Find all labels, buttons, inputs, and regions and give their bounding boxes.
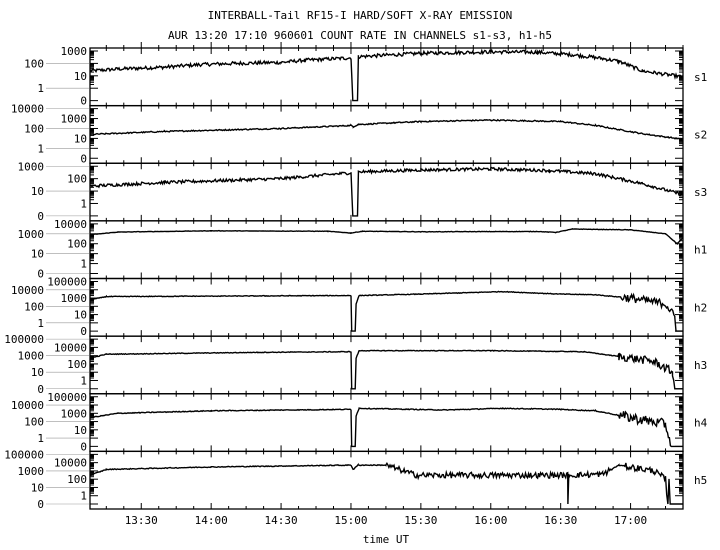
y-tick-label: 0 [80,95,87,108]
panel-frame [89,104,684,164]
y-tick-label: 0 [37,498,44,511]
y-tick-label: 100 [24,57,44,70]
y-tick-label: 1 [80,197,87,210]
panel-frame [89,450,684,510]
x-tick-label: 16:30 [544,514,577,527]
x-tick-label: 17:00 [614,514,647,527]
x-tick-label: 13:30 [125,514,158,527]
chart-subtitle: AUR 13:20 17:10 960601 COUNT RATE IN CHA… [168,29,552,42]
panels: 10001001010s11000010001001010s2100010010… [4,42,708,527]
panel-frame [89,277,684,337]
series-h1 [89,227,684,246]
y-tick-label: 1000 [61,292,88,305]
y-tick-label: 1 [80,258,87,271]
series-h3 [89,349,683,390]
y-tick-label: 0 [80,152,87,165]
y-tick-label: 100000 [4,333,44,346]
channel-label-h4: h4 [694,417,708,430]
y-tick-label: 100 [67,473,87,486]
channel-label-s2: s2 [694,128,707,141]
y-tick-label: 1000 [18,465,45,478]
y-tick-label: 10 [31,481,44,494]
y-tick-label: 100 [67,173,87,186]
y-tick-label: 0 [37,210,44,223]
y-tick-label: 1000 [18,160,45,173]
y-tick-label: 0 [37,268,44,281]
chart-title: INTERBALL-Tail RF15-I HARD/SOFT X-RAY EM… [208,9,513,22]
y-tick-label: 100 [67,358,87,371]
y-tick-label: 0 [80,440,87,453]
y-tick-label: 10000 [54,457,87,470]
y-tick-label: 10000 [11,103,44,116]
y-tick-label: 1000 [61,45,88,58]
panel-frame [89,393,684,453]
x-tick-label: 14:00 [195,514,228,527]
y-tick-label: 10 [74,132,87,145]
y-tick-label: 1 [80,490,87,503]
y-tick-label: 10 [31,248,44,261]
y-tick-label: 1 [37,317,44,330]
channel-label-s3: s3 [694,186,707,199]
channel-label-h3: h3 [694,359,707,372]
y-tick-label: 100000 [4,448,44,461]
x-tick-label: 15:00 [334,514,367,527]
channel-label-h2: h2 [694,301,707,314]
x-tick-label: 15:30 [404,514,437,527]
series-s2 [89,118,684,141]
series-s3 [89,166,684,217]
series-h5 [89,461,683,505]
y-tick-label: 100 [24,122,44,135]
y-tick-label: 1000 [18,350,45,363]
y-tick-label: 100 [67,238,87,251]
panel-frame [89,162,684,222]
y-tick-label: 10 [31,185,44,198]
y-tick-label: 1 [37,82,44,95]
y-tick-label: 1 [37,142,44,155]
y-tick-label: 1 [80,374,87,387]
x-tick-label: 14:30 [265,514,298,527]
y-tick-label: 1000 [61,407,88,420]
y-tick-label: 100 [24,300,44,313]
y-tick-label: 10000 [54,341,87,354]
y-tick-label: 100000 [47,391,87,404]
channel-label-s1: s1 [694,71,707,84]
x-tick-label: 16:00 [474,514,507,527]
channel-label-h1: h1 [694,244,707,257]
series-h2 [89,290,683,332]
y-tick-label: 10000 [11,284,44,297]
y-tick-label: 10 [74,70,87,83]
series-s1 [89,48,684,102]
y-tick-label: 10 [74,309,87,322]
y-tick-label: 10000 [54,218,87,231]
y-tick-label: 10 [74,424,87,437]
y-tick-label: 1000 [61,113,88,126]
panel-frame [89,335,684,395]
y-tick-label: 10000 [11,399,44,412]
y-tick-label: 10 [31,366,44,379]
y-tick-label: 100000 [47,276,87,289]
y-tick-label: 1000 [18,228,45,241]
y-tick-label: 0 [80,325,87,338]
y-tick-label: 1 [37,432,44,445]
x-axis-label: time UT [363,533,410,546]
channel-label-h5: h5 [694,474,707,487]
series-h4 [89,407,683,448]
y-tick-label: 0 [37,383,44,396]
y-tick-label: 100 [24,416,44,429]
